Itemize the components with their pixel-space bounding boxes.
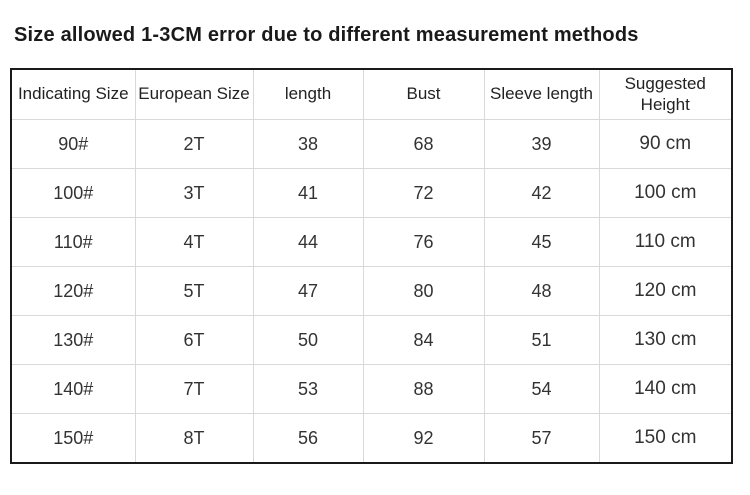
table-cell: 88: [362, 364, 485, 414]
table-cell: 140#: [10, 364, 136, 414]
table-cell: 110 cm: [598, 217, 733, 267]
table-cell: 80: [362, 266, 485, 316]
table-cell: 57: [483, 413, 600, 464]
table-cell: 150 cm: [598, 413, 733, 464]
table-cell: 7T: [134, 364, 254, 414]
table-row: 90# 2T 38 68 39 90 cm: [10, 119, 733, 169]
column-header-european-size: European Size: [134, 68, 254, 120]
table-cell: 51: [483, 315, 600, 365]
table-cell: 54: [483, 364, 600, 414]
table-cell: 130#: [10, 315, 136, 365]
table-cell: 8T: [134, 413, 254, 464]
table-cell: 100#: [10, 168, 136, 218]
table-cell: 2T: [134, 119, 254, 169]
table-cell: 53: [252, 364, 364, 414]
table-cell: 90 cm: [598, 119, 733, 169]
table-row: 110# 4T 44 76 45 110 cm: [10, 217, 733, 267]
table-cell: 39: [483, 119, 600, 169]
header-row: Indicating Size European Size length Bus…: [10, 68, 733, 120]
table-cell: 68: [362, 119, 485, 169]
table-cell: 76: [362, 217, 485, 267]
column-header-length: length: [252, 68, 364, 120]
table-row: 140# 7T 53 88 54 140 cm: [10, 364, 733, 414]
table-cell: 92: [362, 413, 485, 464]
table-cell: 42: [483, 168, 600, 218]
table-cell: 45: [483, 217, 600, 267]
table-row: 100# 3T 41 72 42 100 cm: [10, 168, 733, 218]
table-cell: 3T: [134, 168, 254, 218]
column-header-sleeve-length: Sleeve length: [483, 68, 600, 120]
table-cell: 6T: [134, 315, 254, 365]
table-row: 120# 5T 47 80 48 120 cm: [10, 266, 733, 316]
table-row: 150# 8T 56 92 57 150 cm: [10, 413, 733, 464]
table-cell: 56: [252, 413, 364, 464]
table-cell: 100 cm: [598, 168, 733, 218]
table-row: 130# 6T 50 84 51 130 cm: [10, 315, 733, 365]
size-note-title: Size allowed 1-3CM error due to differen…: [14, 24, 639, 46]
table-cell: 110#: [10, 217, 136, 267]
table-cell: 41: [252, 168, 364, 218]
table-cell: 120 cm: [598, 266, 733, 316]
size-chart-table: Indicating Size European Size length Bus…: [10, 68, 733, 464]
table-cell: 72: [362, 168, 485, 218]
table-cell: 150#: [10, 413, 136, 464]
table-cell: 38: [252, 119, 364, 169]
column-header-indicating-size: Indicating Size: [10, 68, 136, 120]
table-cell: 44: [252, 217, 364, 267]
table-cell: 90#: [10, 119, 136, 169]
table-cell: 5T: [134, 266, 254, 316]
table-cell: 130 cm: [598, 315, 733, 365]
table-cell: 120#: [10, 266, 136, 316]
table-cell: 47: [252, 266, 364, 316]
table-cell: 48: [483, 266, 600, 316]
table-cell: 140 cm: [598, 364, 733, 414]
table-cell: 84: [362, 315, 485, 365]
table-cell: 50: [252, 315, 364, 365]
column-header-bust: Bust: [362, 68, 485, 120]
column-header-suggested-height: Suggested Height: [598, 68, 733, 120]
table-cell: 4T: [134, 217, 254, 267]
